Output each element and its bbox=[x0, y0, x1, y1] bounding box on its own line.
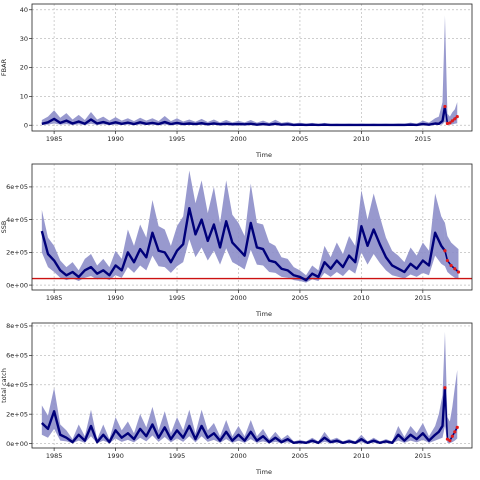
projection-point bbox=[453, 430, 457, 434]
median-line bbox=[41, 387, 447, 445]
projection-point bbox=[445, 258, 450, 263]
projection-point bbox=[455, 114, 459, 119]
projection-point bbox=[450, 119, 454, 123]
uncertainty-band bbox=[41, 170, 445, 283]
y-tick-label: 4e+05 bbox=[6, 216, 28, 224]
x-tick-label: 2010 bbox=[353, 294, 370, 302]
y-tick-label: 40 bbox=[20, 6, 28, 14]
x-tick-label: 2005 bbox=[292, 452, 309, 460]
x-tick-label: 1990 bbox=[107, 294, 124, 302]
x-tick-label: 2010 bbox=[353, 135, 370, 143]
uncertainty-band bbox=[41, 15, 445, 126]
projection-point bbox=[455, 425, 459, 430]
chart-panel-3: 1985 1990 1995 2000 2005 2010 2015 0e+00 2e+05 4e… bbox=[0, 322, 473, 476]
projection-point bbox=[443, 249, 447, 253]
y-tick-label: 6e+05 bbox=[6, 183, 28, 191]
x-tick-label: 2005 bbox=[292, 135, 309, 143]
y-axis-label: FBAR bbox=[0, 58, 8, 76]
projection-point bbox=[448, 439, 452, 443]
x-tick-label: 1985 bbox=[46, 135, 63, 143]
projection-point bbox=[445, 121, 450, 126]
projection-point bbox=[456, 270, 461, 274]
median-line bbox=[41, 106, 447, 127]
y-tick-label: 0 bbox=[24, 121, 28, 129]
projection-band bbox=[444, 15, 458, 125]
median-line bbox=[40, 206, 446, 282]
x-tick-label: 1985 bbox=[46, 452, 63, 460]
x-tick-label: 2000 bbox=[230, 294, 247, 302]
x-tick-label: 2000 bbox=[230, 452, 247, 460]
y-tick-label: 2e+05 bbox=[6, 410, 28, 418]
x-axis-label: Time bbox=[255, 310, 272, 318]
projection-point bbox=[449, 263, 453, 268]
projection-band bbox=[444, 222, 459, 280]
x-axis-label: Time bbox=[255, 468, 272, 476]
x-tick-label: 1995 bbox=[169, 452, 186, 460]
projection-point bbox=[453, 267, 457, 271]
chart-panel-1: 1985 1990 1995 2000 2005 2010 2015 0 10 20 30 40 Tim… bbox=[0, 3, 473, 159]
x-tick-label: 1995 bbox=[169, 135, 186, 143]
x-tick-label: 2015 bbox=[415, 135, 432, 143]
projection-point bbox=[443, 104, 447, 109]
y-tick-label: 6e+05 bbox=[6, 352, 28, 360]
y-tick-label: 30 bbox=[20, 35, 28, 43]
panel-frame bbox=[31, 322, 473, 449]
y-tick-label: 20 bbox=[20, 64, 28, 72]
projection-point bbox=[443, 386, 447, 390]
y-tick-label: 0e+00 bbox=[6, 440, 28, 448]
x-tick-label: 1995 bbox=[169, 294, 186, 302]
projection-point bbox=[450, 434, 454, 438]
y-tick-label: 10 bbox=[20, 93, 28, 101]
y-axis-label: total catch bbox=[0, 368, 8, 403]
y-tick-label: 0e+00 bbox=[6, 281, 28, 289]
x-tick-label: 2005 bbox=[292, 294, 309, 302]
x-tick-label: 2015 bbox=[415, 294, 432, 302]
projection-point bbox=[453, 117, 457, 121]
y-axis-label: SSB bbox=[0, 221, 8, 234]
y-tick-label: 4e+05 bbox=[6, 381, 28, 389]
x-tick-label: 1990 bbox=[107, 135, 124, 143]
chart-panel-2: 1985 1990 1995 2000 2005 2010 2015 0e+00 2e+05 4e… bbox=[0, 163, 473, 318]
projection-point bbox=[448, 121, 452, 125]
projection-point bbox=[445, 437, 450, 441]
projection-band bbox=[444, 331, 458, 444]
x-tick-label: 2015 bbox=[415, 452, 432, 460]
uncertainty-band bbox=[41, 331, 445, 444]
x-tick-label: 2000 bbox=[230, 135, 247, 143]
panel-frame bbox=[31, 163, 473, 291]
y-tick-label: 2e+05 bbox=[6, 249, 28, 257]
x-tick-label: 1985 bbox=[46, 294, 63, 302]
x-tick-label: 2010 bbox=[353, 452, 370, 460]
x-tick-label: 1990 bbox=[107, 452, 124, 460]
y-tick-label: 8e+05 bbox=[6, 322, 28, 330]
x-axis-label: Time bbox=[255, 151, 272, 159]
